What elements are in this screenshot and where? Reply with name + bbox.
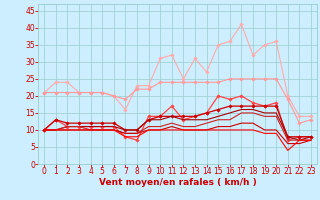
X-axis label: Vent moyen/en rafales ( km/h ): Vent moyen/en rafales ( km/h ) — [99, 178, 256, 187]
